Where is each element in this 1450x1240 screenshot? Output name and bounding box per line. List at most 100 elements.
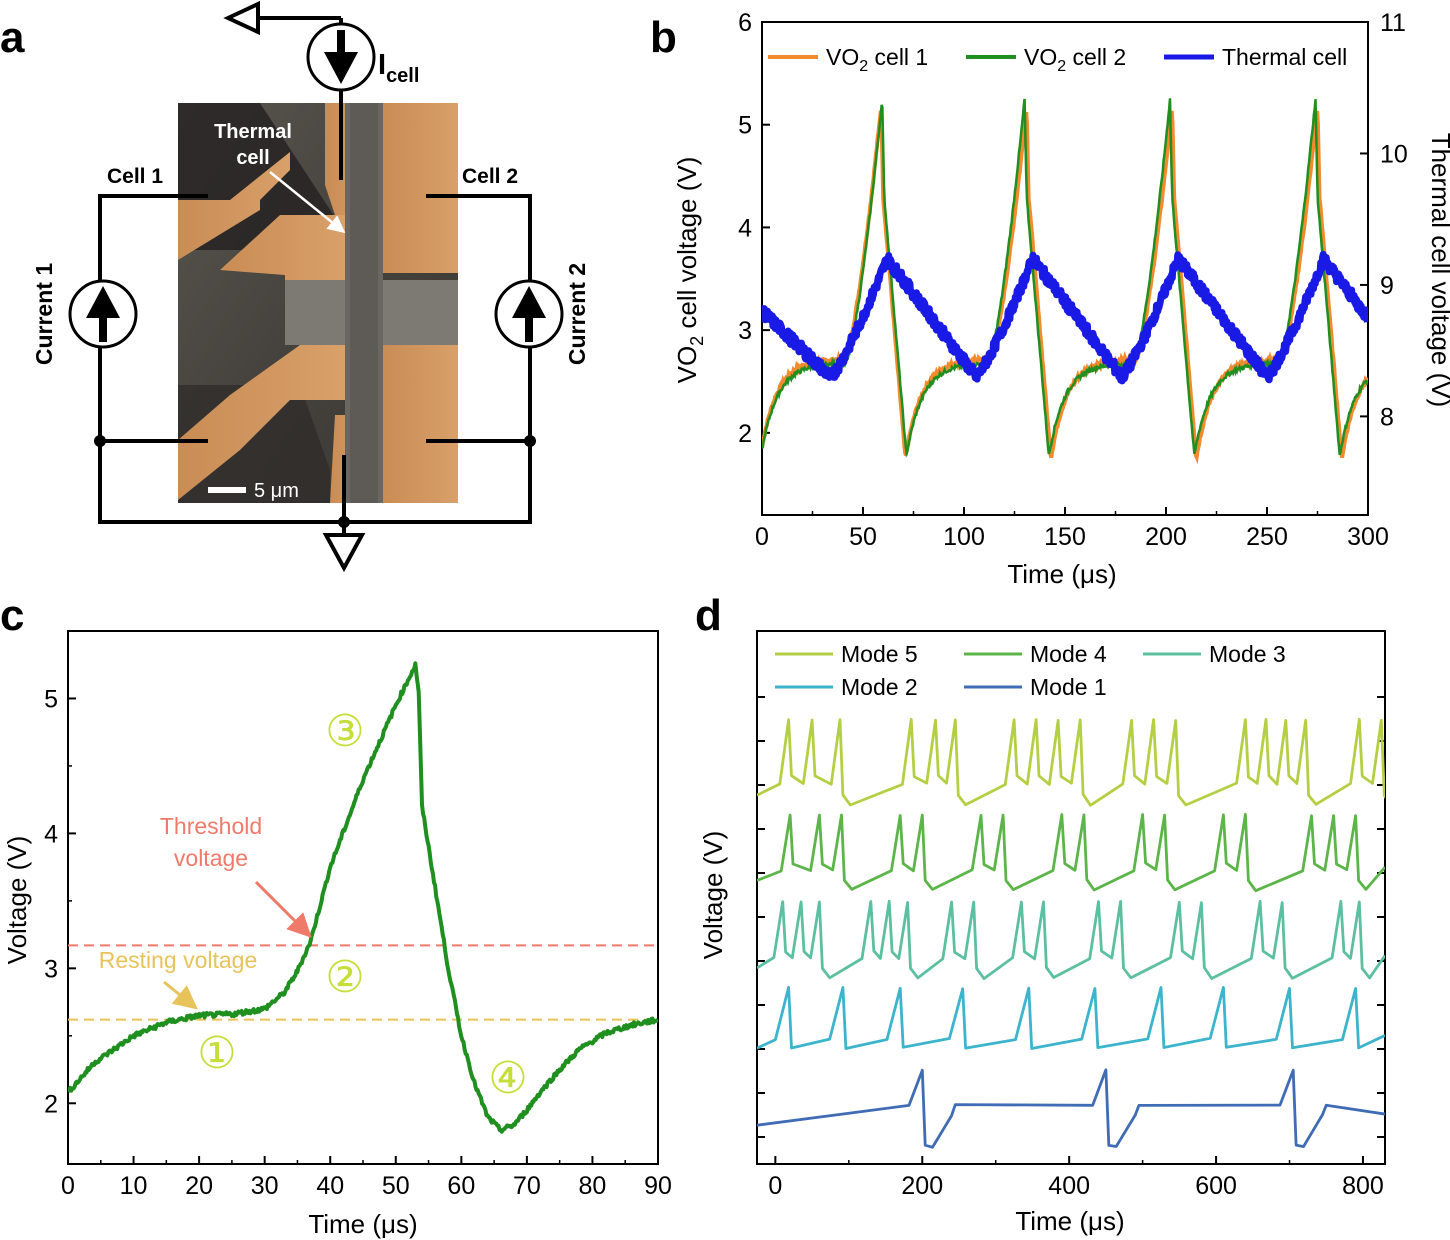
current2-label: Current 2 [564, 263, 590, 365]
legend-label-thermal-cell: Thermal cell [1222, 44, 1347, 70]
series-mode-4 [757, 812, 1385, 893]
b-x-tick-label: 150 [1044, 523, 1086, 551]
series-vo2-cell-2 [762, 98, 1368, 459]
series-group-d [757, 717, 1385, 1149]
series-group-c [68, 661, 658, 1134]
b-y-tick-label: 5 [738, 112, 752, 140]
c-x-tick-label: 20 [185, 1172, 213, 1200]
ylabel-c: Voltage (V) [2, 836, 32, 965]
axis-ticks-b: 0 50 100 150 200 250 300 2 3 4 5 6 8 9 10 11 [738, 9, 1408, 551]
ground-arrow-icon [322, 533, 366, 573]
axis-ticks-c: 0 10 20 30 40 50 60 70 80 90 2 3 4 5 [44, 685, 672, 1200]
legend-label-mode-1: Mode 1 [1030, 674, 1107, 700]
y2label-b: Thermal cell voltage (V) [1426, 133, 1450, 408]
legend-label-mode-4: Mode 4 [1030, 641, 1107, 667]
b-x-tick-label: 50 [849, 523, 877, 551]
b-x-tick-label: 200 [1145, 523, 1187, 551]
plot-frame-b [761, 21, 1369, 516]
b-y2-tick-label: 8 [1380, 403, 1394, 431]
thermal-cell-label-line2: cell [236, 147, 269, 169]
current1-label: Current 1 [31, 263, 57, 365]
current-source-2 [494, 279, 564, 349]
c-x-tick-label: 40 [316, 1172, 344, 1200]
series-group-b [762, 98, 1368, 465]
thermal-cell-label-line1: Thermal [214, 121, 292, 143]
d-x-tick-label: 600 [1195, 1172, 1237, 1200]
b-x-tick-label: 0 [755, 523, 769, 551]
b-y-tick-label: 2 [738, 420, 752, 448]
b-x-tick-label: 250 [1246, 523, 1288, 551]
c-y-tick-label: 2 [44, 1090, 58, 1118]
series-vo2-cell-1 [762, 110, 1368, 465]
c-x-tick-label: 0 [61, 1172, 75, 1200]
panel-label-d: d [695, 591, 722, 640]
ylabel-d: Voltage (V) [698, 831, 728, 960]
c-x-tick-label: 70 [513, 1172, 541, 1200]
b-x-tick-label: 100 [943, 523, 985, 551]
cell1-label: Cell 1 [107, 165, 163, 188]
scale-bar-label: 5 μm [254, 480, 299, 502]
current-source-icell [306, 22, 376, 92]
circuit-wiring [98, 16, 532, 540]
legend-label-mode-5: Mode 5 [841, 641, 918, 667]
panel-d: d 0 200 400 600 800 Time (μs) Voltage (V) Mo… [695, 591, 1386, 1236]
phase-2-marker: ② [325, 952, 364, 1003]
series-mode-1 [757, 1068, 1385, 1149]
panel-label-b: b [650, 13, 677, 62]
icell-label: Icell [378, 49, 419, 87]
c-x-tick-label: 30 [251, 1172, 279, 1200]
axis-ticks-d: 0 200 400 600 800 [757, 696, 1385, 1200]
threshold-pointer [254, 880, 312, 938]
junction-dot [524, 435, 536, 447]
series-cell-voltage [68, 661, 658, 1134]
c-y-tick-label: 4 [44, 820, 58, 848]
junction-dot [94, 435, 106, 447]
xlabel-c: Time (μs) [308, 1209, 417, 1239]
d-x-tick-label: 0 [768, 1172, 782, 1200]
b-x-tick-label: 300 [1347, 523, 1389, 551]
series-mode-2 [757, 985, 1385, 1050]
panel-a: a [0, 0, 590, 573]
ylabel-b: VO2 cell voltage (V) [672, 157, 707, 384]
resting-pointer [163, 980, 198, 1010]
legend-label-mode-2: Mode 2 [841, 674, 918, 700]
thermal-cell-pointer [269, 171, 346, 234]
phase-4-marker: ④ [488, 1053, 527, 1104]
threshold-annotation-line1: Threshold [160, 813, 262, 839]
panel-label-a: a [0, 13, 25, 62]
xlabel-b: Time (μs) [1007, 559, 1116, 589]
plot-frame-d [756, 630, 1386, 1165]
legend-label-vo2-cell-1: VO2 cell 1 [826, 44, 928, 75]
device-micrograph [178, 103, 458, 503]
c-x-tick-label: 80 [579, 1172, 607, 1200]
b-y-tick-label: 4 [738, 214, 752, 242]
current-source-1 [68, 279, 138, 349]
panel-label-c: c [0, 591, 24, 640]
b-y-tick-label: 3 [738, 317, 752, 345]
legend-b: VO2 cell 1 VO2 cell 2 Thermal cell [768, 44, 1347, 75]
series-thermal-cell [762, 250, 1368, 385]
d-x-tick-label: 400 [1048, 1172, 1090, 1200]
series-mode-5 [757, 717, 1385, 807]
d-x-tick-label: 200 [901, 1172, 943, 1200]
resting-annotation: Resting voltage [99, 947, 258, 973]
legend-d: Mode 5 Mode 4 Mode 3 Mode 2 Mode 1 [775, 641, 1286, 700]
c-x-tick-label: 10 [120, 1172, 148, 1200]
threshold-annotation-line2: voltage [174, 845, 248, 871]
b-y2-tick-label: 10 [1380, 140, 1408, 168]
b-y2-tick-label: 9 [1380, 272, 1394, 300]
phase-3-marker: ③ [325, 706, 364, 757]
d-x-tick-label: 800 [1342, 1172, 1384, 1200]
phase-1-marker: ① [197, 1028, 236, 1079]
junction-dot [338, 516, 350, 528]
c-x-tick-label: 90 [644, 1172, 672, 1200]
b-y-tick-label: 6 [738, 9, 752, 37]
c-y-tick-label: 5 [44, 685, 58, 713]
b-y2-tick-label: 11 [1380, 9, 1406, 37]
cell2-label: Cell 2 [462, 165, 518, 188]
ground-arrow-icon [223, 0, 260, 36]
panel-b: b 0 50 100 150 200 250 300 2 3 4 5 6 8 9 10 11 Time (μs… [650, 9, 1450, 589]
xlabel-d: Time (μs) [1015, 1206, 1124, 1236]
panel-c: c 0 10 20 30 40 50 60 70 80 90 2 3 4 5 Time (μs) Volt… [0, 591, 672, 1239]
